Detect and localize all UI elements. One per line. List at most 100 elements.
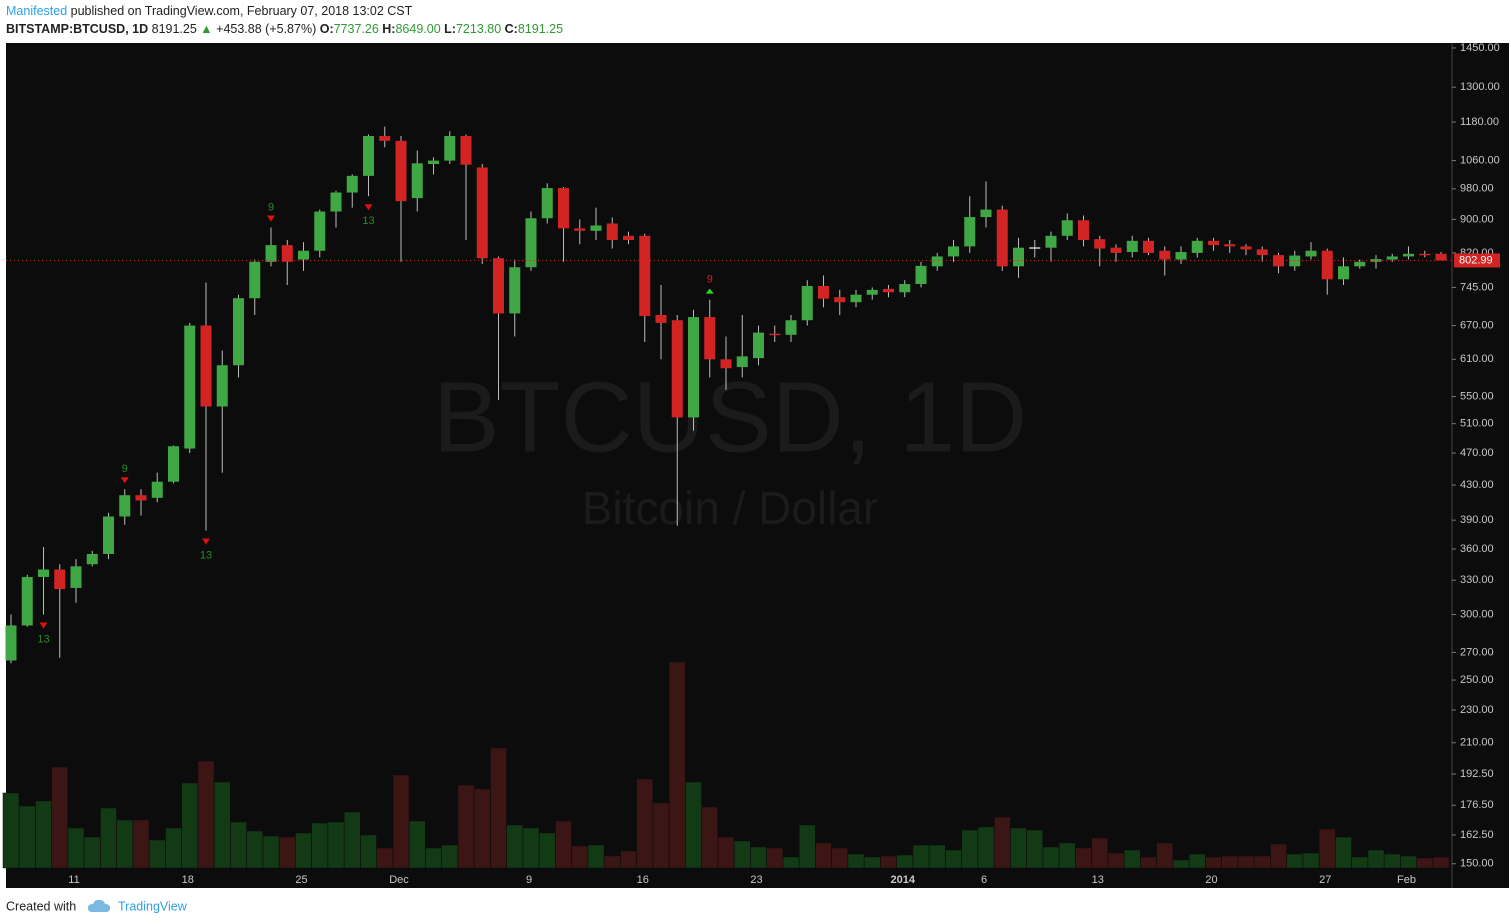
footer-created: Created with (6, 899, 76, 913)
candle-body (850, 294, 862, 303)
volume-bar (1416, 857, 1433, 869)
volume-bar (636, 778, 653, 869)
candle-body (1208, 240, 1219, 246)
candle-body (119, 495, 131, 517)
candle-body (1305, 250, 1317, 257)
change: +453.88 (+5.87%) (216, 22, 317, 36)
candle-body (1159, 250, 1171, 260)
y-tick-label: 900.00 (1460, 213, 1494, 225)
o: 7737.26 (333, 22, 379, 36)
candle-body (1386, 256, 1398, 260)
candle-body (866, 289, 878, 295)
y-tick-label: 300.00 (1460, 608, 1494, 620)
volume-bar (1319, 828, 1336, 869)
x-tick-label: 2014 (891, 874, 916, 886)
candle-body (1224, 244, 1236, 247)
y-tick-label: 745.00 (1460, 281, 1494, 293)
candle-body (509, 267, 521, 314)
volume-bar (197, 760, 215, 869)
x-tick-label: 18 (182, 874, 194, 886)
volume-bar (1042, 846, 1060, 869)
volume-bar (51, 766, 68, 869)
candle-body (818, 285, 829, 299)
volume-bar (1237, 855, 1255, 869)
x-tick-label: Feb (1397, 874, 1416, 886)
volume-bar (490, 747, 507, 869)
volume-bar (1351, 856, 1368, 869)
volume-bar (441, 844, 458, 869)
td-arrow (267, 215, 275, 222)
candle-body (720, 359, 732, 369)
arrow: ▲ (200, 22, 213, 36)
volume-bar (734, 840, 751, 869)
volume-bar (620, 850, 637, 869)
x-tick-label: 20 (1205, 874, 1217, 886)
volume-bar (1254, 855, 1271, 869)
volume-bar (945, 849, 962, 869)
l: 7213.80 (455, 22, 502, 36)
volume-bar (799, 824, 816, 869)
candle-body (541, 188, 553, 219)
candle-body (606, 223, 618, 240)
candle-body (281, 245, 293, 262)
y-tick-label: 250.00 (1460, 674, 1494, 686)
y-tick-label: 610.00 (1460, 353, 1494, 365)
candle-body (200, 325, 212, 407)
candle-body (574, 228, 586, 231)
candle-body (379, 136, 391, 141)
candle-body (493, 258, 504, 314)
candle-body (54, 569, 66, 590)
candle-body (314, 211, 326, 251)
candle-body (1045, 235, 1057, 248)
candle-body (688, 317, 699, 418)
volume-bar (717, 836, 735, 869)
y-tick-label: 360.00 (1460, 543, 1494, 555)
tv-logo (88, 899, 110, 912)
author[interactable]: Manifested (6, 4, 68, 18)
x-tick-label: 23 (750, 874, 762, 886)
last-price-label: 802.99 (1459, 254, 1493, 266)
candle-body (623, 235, 634, 240)
volume-layer (2, 661, 1450, 869)
volume-bar (230, 821, 247, 869)
volume-bar (1059, 842, 1076, 869)
volume-bar (555, 820, 572, 869)
volume-bar (815, 842, 832, 869)
volume-bar (100, 807, 117, 869)
candle-body (460, 136, 472, 165)
candle-body (5, 625, 17, 661)
candle-body (38, 569, 49, 577)
volume-bar (1302, 852, 1320, 869)
volume-bar (1010, 827, 1027, 869)
volume-bar (181, 782, 198, 869)
volume-bar (977, 826, 995, 869)
footer-brand[interactable]: TradingView (118, 899, 188, 913)
volume-bar (652, 802, 670, 869)
watermark-sub: Bitcoin / Dollar (582, 482, 879, 534)
header-line-1: Manifested published on TradingView.com,… (6, 4, 412, 18)
volume-bar (425, 847, 442, 869)
volume-bar (409, 820, 426, 869)
volume-bar (116, 819, 133, 869)
volume-bar (539, 832, 556, 869)
td-label: 9 (122, 463, 128, 475)
candle-body (1126, 240, 1138, 253)
candle-body (184, 325, 196, 449)
candle-body (330, 192, 342, 212)
candle-body (1240, 246, 1252, 250)
volume-bar (376, 847, 393, 869)
volume-bar (457, 784, 475, 869)
l-label: L: (444, 22, 456, 36)
candle-body (1419, 253, 1431, 256)
volume-bar (165, 827, 182, 869)
td-arrow (202, 538, 210, 545)
y-tick-label: 1450.00 (1460, 42, 1500, 54)
volume-bar (929, 844, 946, 869)
y-tick-label: 210.00 (1460, 737, 1494, 749)
volume-bar (1432, 856, 1450, 869)
volume-bar (327, 821, 345, 869)
volume-bar (1075, 847, 1092, 869)
volume-bar (344, 811, 361, 869)
candle-body (899, 284, 911, 293)
volume-bar (149, 839, 166, 869)
